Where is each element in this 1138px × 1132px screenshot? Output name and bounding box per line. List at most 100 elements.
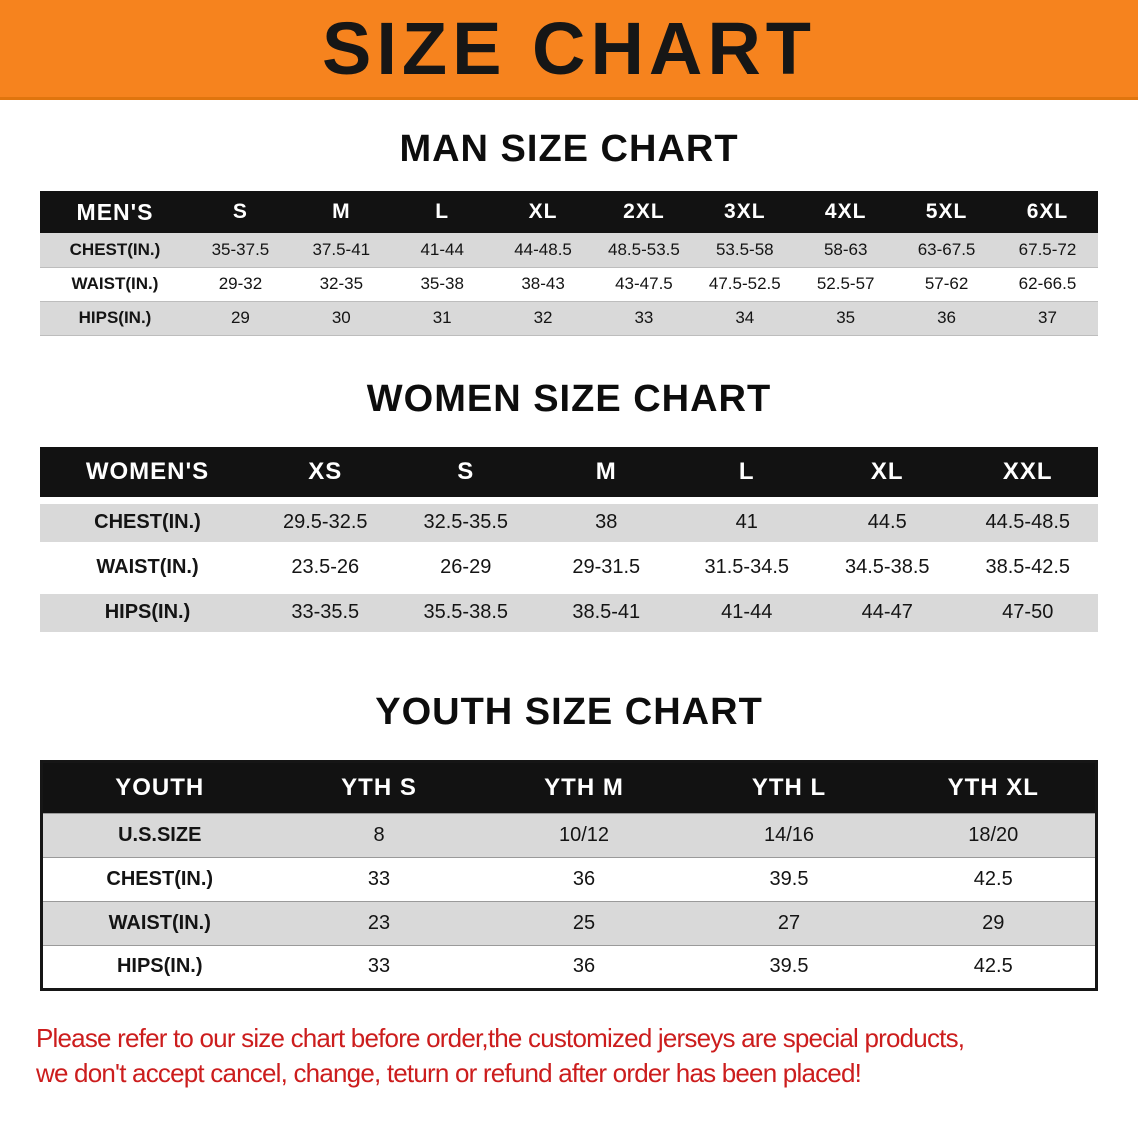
table-row: HIPS(IN.) 29 30 31 32 33 34 35 36 37 [40, 301, 1098, 336]
man-size-section: MAN SIZE CHART MEN'S S M L XL 2XL 3XL 4XL 5XL 6XL… [0, 128, 1138, 336]
size-value-cell: 37.5-41 [290, 233, 392, 268]
table-title-cell: WOMEN'S [40, 446, 255, 497]
size-value-cell: 42.5 [891, 944, 1097, 989]
size-value-cell: 41 [676, 503, 817, 542]
row-label-cell: CHEST(IN.) [40, 233, 190, 268]
size-value-cell: 38.5-42.5 [957, 548, 1098, 587]
size-value-cell: 52.5-57 [795, 267, 897, 302]
youth-size-section: YOUTH SIZE CHART YOUTH YTH S YTH M YTH L YTH… [0, 691, 1138, 991]
size-value-cell: 58-63 [795, 233, 897, 268]
size-header-cell: S [190, 191, 291, 233]
size-value-cell: 57-62 [896, 267, 997, 302]
size-value-cell: 48.5-53.5 [593, 233, 695, 268]
size-value-cell: 34.5-38.5 [817, 548, 958, 587]
size-chart-banner: SIZE CHART [0, 0, 1138, 100]
table-row: HIPS(IN.) 33-35.5 35.5-38.5 38.5-41 41-44 44-… [40, 593, 1098, 632]
table-row: WAIST(IN.) 23.5-26 26-29 29-31.5 31.5-34.5 34… [40, 548, 1098, 587]
size-value-cell: 36 [896, 301, 997, 336]
size-value-cell: 38 [536, 503, 677, 542]
size-header-cell: 5XL [896, 191, 997, 233]
size-value-cell: 44-47 [817, 593, 958, 632]
size-value-cell: 30 [290, 301, 392, 336]
size-value-cell: 53.5-58 [694, 233, 796, 268]
disclaimer-text: Please refer to our size chart before or… [36, 1021, 1138, 1091]
size-header-cell: M [290, 191, 392, 233]
size-value-cell: 35-37.5 [190, 233, 291, 268]
size-value-cell: 33-35.5 [255, 593, 396, 632]
size-value-cell: 36 [481, 856, 687, 901]
size-value-cell: 44.5-48.5 [957, 503, 1098, 542]
women-size-chart-heading: WOMEN SIZE CHART [366, 377, 772, 420]
size-value-cell: 36 [481, 944, 687, 989]
size-value-cell: 47-50 [957, 593, 1098, 632]
size-value-cell: 29 [190, 301, 291, 336]
size-value-cell: 47.5-52.5 [694, 267, 796, 302]
size-value-cell: 27 [686, 900, 892, 945]
size-header-cell: 2XL [593, 191, 695, 233]
size-value-cell: 23 [276, 900, 482, 945]
size-value-cell: 31.5-34.5 [676, 548, 817, 587]
size-header-cell: YTH L [686, 761, 892, 813]
table-row: CHEST(IN.) 33 36 39.5 42.5 [41, 856, 1097, 901]
size-value-cell: 33 [276, 944, 482, 989]
table-title-cell: MEN'S [40, 191, 190, 233]
size-value-cell: 67.5-72 [997, 233, 1098, 268]
table-header-row: WOMEN'S XS S M L XL XXL [40, 446, 1098, 497]
size-value-cell: 35 [795, 301, 897, 336]
table-header-row: MEN'S S M L XL 2XL 3XL 4XL 5XL 6XL [40, 191, 1098, 233]
size-value-cell: 42.5 [891, 856, 1097, 901]
size-value-cell: 10/12 [481, 812, 687, 857]
size-value-cell: 34 [694, 301, 796, 336]
size-value-cell: 31 [391, 301, 493, 336]
row-label-cell: HIPS(IN.) [41, 944, 277, 989]
youth-size-table: YOUTH YTH S YTH M YTH L YTH XL U.S.SIZE 8 10/12… [40, 759, 1098, 991]
size-value-cell: 41-44 [676, 593, 817, 632]
size-header-cell: XL [492, 191, 594, 233]
row-label-cell: WAIST(IN.) [41, 900, 277, 945]
size-value-cell: 32.5-35.5 [395, 503, 536, 542]
size-header-cell: XS [255, 446, 396, 497]
size-header-cell: YTH M [481, 761, 687, 813]
size-value-cell: 29 [891, 900, 1097, 945]
women-size-section: WOMEN SIZE CHART WOMEN'S XS S M L XL XXL CHEST(… [0, 378, 1138, 639]
size-value-cell: 35-38 [391, 267, 493, 302]
size-header-cell: 3XL [694, 191, 796, 233]
table-row: CHEST(IN.) 35-37.5 37.5-41 41-44 44-48.5 48.5… [40, 233, 1098, 268]
size-value-cell: 62-66.5 [997, 267, 1098, 302]
row-label-cell: U.S.SIZE [41, 812, 277, 857]
size-value-cell: 32 [492, 301, 594, 336]
banner-title: SIZE CHART [322, 7, 816, 90]
size-value-cell: 39.5 [686, 944, 892, 989]
size-value-cell: 25 [481, 900, 687, 945]
size-value-cell: 8 [276, 812, 482, 857]
size-header-cell: M [536, 446, 677, 497]
disclaimer-line-1: Please refer to our size chart before or… [36, 1022, 965, 1053]
size-value-cell: 26-29 [395, 548, 536, 587]
size-header-cell: XXL [957, 446, 1098, 497]
size-header-cell: 4XL [795, 191, 897, 233]
table-row: WAIST(IN.) 29-32 32-35 35-38 38-43 43-47.5 47.… [40, 267, 1098, 302]
size-value-cell: 23.5-26 [255, 548, 396, 587]
size-value-cell: 33 [276, 856, 482, 901]
size-value-cell: 38.5-41 [536, 593, 677, 632]
youth-size-chart-heading: YOUTH SIZE CHART [375, 690, 763, 733]
table-row: HIPS(IN.) 33 36 39.5 42.5 [41, 944, 1097, 989]
size-value-cell: 43-47.5 [593, 267, 695, 302]
row-label-cell: CHEST(IN.) [40, 503, 255, 542]
size-value-cell: 44.5 [817, 503, 958, 542]
women-size-table: WOMEN'S XS S M L XL XXL CHEST(IN.) 29.5-32.5 32.5… [40, 440, 1098, 639]
size-header-cell: 6XL [997, 191, 1098, 233]
size-header-cell: YTH XL [891, 761, 1097, 813]
table-header-row: YOUTH YTH S YTH M YTH L YTH XL [41, 761, 1097, 813]
size-value-cell: 35.5-38.5 [395, 593, 536, 632]
table-title-cell: YOUTH [41, 761, 277, 813]
size-value-cell: 32-35 [290, 267, 392, 302]
disclaimer-line-2: we don't accept cancel, change, teturn o… [36, 1057, 862, 1088]
size-value-cell: 29.5-32.5 [255, 503, 396, 542]
size-value-cell: 63-67.5 [896, 233, 997, 268]
row-label-cell: HIPS(IN.) [40, 593, 255, 632]
size-header-cell: S [395, 446, 536, 497]
size-header-cell: XL [817, 446, 958, 497]
size-value-cell: 44-48.5 [492, 233, 594, 268]
size-value-cell: 41-44 [391, 233, 493, 268]
